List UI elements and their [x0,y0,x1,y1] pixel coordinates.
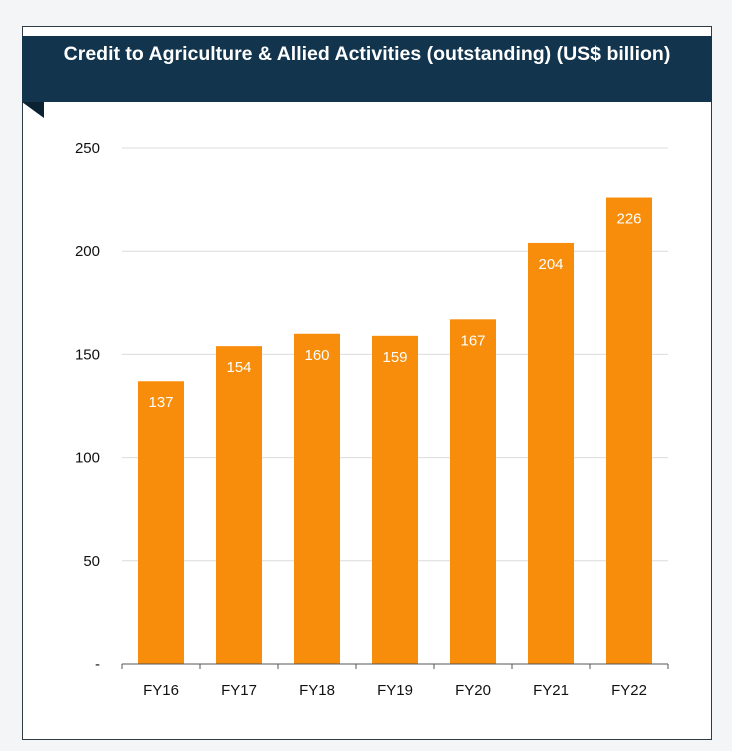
bars [138,197,652,664]
x-tick-label: FY17 [221,682,257,699]
data-label: 137 [148,394,173,411]
y-tick-label: 250 [75,140,100,157]
bar [450,319,496,664]
data-label: 154 [226,359,251,376]
data-label: 167 [460,332,485,349]
data-label: 226 [616,211,641,228]
bar [372,335,418,664]
y-tick-label: 150 [75,346,100,363]
bar [606,197,652,664]
bar [294,333,340,664]
title-fold-decoration [22,102,44,118]
x-tick-label: FY22 [611,682,647,699]
x-tick-label: FY19 [377,682,413,699]
y-tick-label: 200 [75,243,100,260]
x-tick-label: FY18 [299,682,335,699]
bar [138,381,184,664]
chart-title: Credit to Agriculture & Allied Activitie… [22,36,712,102]
data-label: 159 [382,349,407,366]
x-tick-label: FY16 [143,682,179,699]
y-tick-label: - [95,656,100,673]
data-labels: 137 154 160 159 167 204 226 [148,211,641,412]
data-label: 160 [304,347,329,364]
chart-panel [22,26,712,740]
x-axis-tick-labels: FY16 FY17 FY18 FY19 FY20 FY21 FY22 [143,682,647,699]
y-tick-label: 50 [83,553,100,570]
x-axis [121,663,669,669]
y-tick-label: 100 [75,450,100,467]
bar [528,242,574,664]
x-tick-label: FY21 [533,682,569,699]
x-tick-label: FY20 [455,682,491,699]
bar [216,346,262,664]
data-label: 204 [538,256,563,273]
y-axis-tick-labels: - 50 100 150 200 250 [75,140,100,673]
